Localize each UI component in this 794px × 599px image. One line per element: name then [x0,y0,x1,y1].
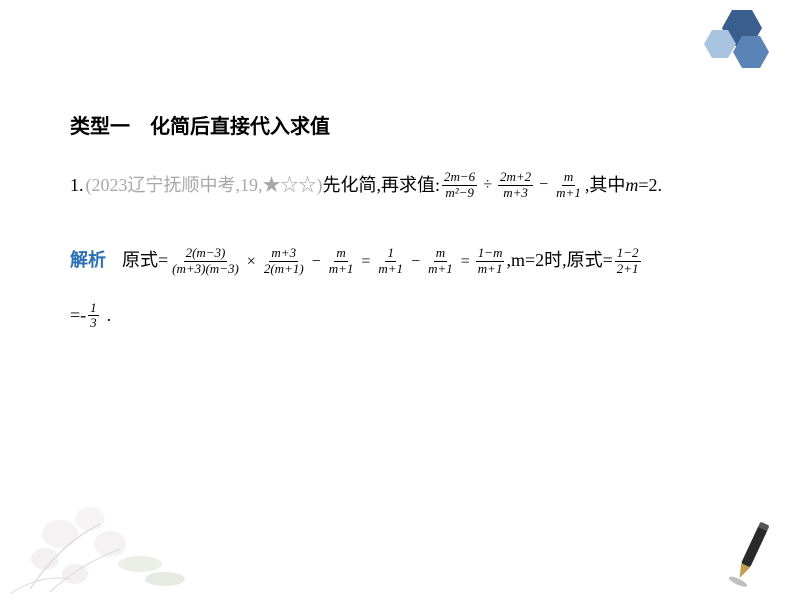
sfrac-3: m m+1 [426,246,455,276]
op-divide: ÷ [483,171,492,200]
frac-2: 2m+2 m+3 [498,170,533,200]
section-title: 类型一 化简后直接代入求值 [70,110,724,139]
question-line: 1. (2023辽宁抚顺中考,19,★☆☆) 先化简,再求值: 2m−6 m²−… [70,169,724,201]
flower-decoration [0,424,220,594]
question-prefix: 先化简,再求值: [323,169,441,201]
frac-1: 2m−6 m²−9 [442,170,477,200]
op-minus: − [539,171,548,200]
sfrac-2: 1 m+1 [376,246,405,276]
solution-line2: =- 1 3 . [70,301,724,331]
sfrac-1b: m+3 2(m+1) [262,246,306,276]
sub-text: ,m=2时,原式= [506,241,612,281]
question-mid: ,其中 [585,169,626,201]
final-frac: 1 3 [88,301,99,331]
pen-decoration [728,519,776,594]
var-m: m [625,169,638,201]
sfrac-1: 2(m−3) (m+3)(m−3) [170,246,241,276]
hexagon-decoration [694,8,774,78]
question-number: 1. [70,169,84,201]
solution-line: 解析 原式= 2(m−3) (m+3)(m−3) × m+3 2(m+1) − … [70,241,724,281]
solution-lead: 原式= [122,241,168,281]
period: . [107,305,112,326]
question-tail: =2. [638,169,662,201]
line2-prefix: =- [70,305,86,326]
sfrac-6: 1−2 2+1 [615,246,641,276]
question-source: (2023辽宁抚顺中考,19,★☆☆) [86,169,323,201]
op-minus-s: − [411,244,420,279]
op-minus-s1: − [312,244,321,279]
sfrac-m1: m m+1 [327,246,356,276]
sfrac-5: 1−m m+1 [476,246,505,276]
content-area: 类型一 化简后直接代入求值 1. (2023辽宁抚顺中考,19,★☆☆) 先化简… [0,0,794,331]
solution-label: 解析 [70,241,106,281]
eq-2: = [461,244,470,279]
op-times: × [247,244,256,279]
frac-3: m m+1 [554,170,583,200]
eq-1: = [361,244,370,279]
